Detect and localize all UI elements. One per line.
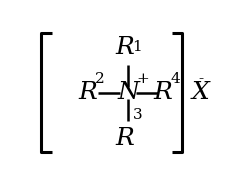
Text: N: N <box>117 82 139 105</box>
Text: R: R <box>78 81 97 104</box>
Text: R: R <box>116 36 135 59</box>
Text: 2: 2 <box>95 72 105 86</box>
Text: 4: 4 <box>170 72 180 86</box>
Text: -: - <box>199 72 204 86</box>
Text: R: R <box>116 127 135 150</box>
Text: +: + <box>136 72 149 86</box>
Text: X: X <box>192 81 210 104</box>
Text: 3: 3 <box>132 108 142 122</box>
Text: R: R <box>154 81 172 104</box>
Text: 1: 1 <box>132 40 142 54</box>
